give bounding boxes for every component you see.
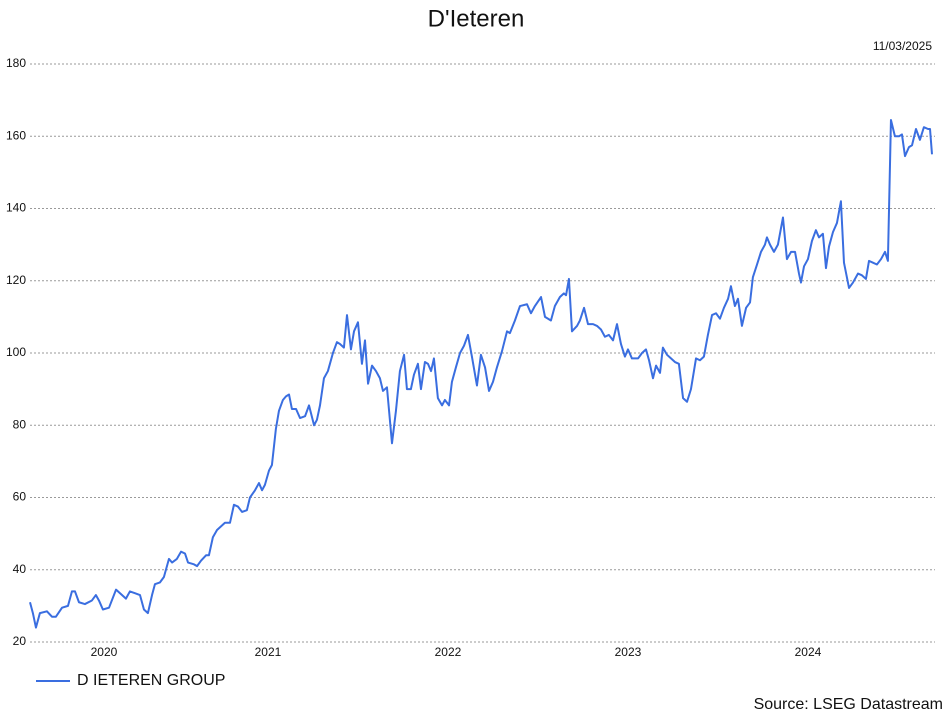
y-tick-label: 160: [6, 128, 26, 142]
y-tick-label: 20: [13, 634, 27, 648]
x-tick-label: 2022: [435, 645, 462, 659]
x-tick-label: 2024: [795, 645, 822, 659]
chart-title: D'Ieteren: [428, 5, 525, 32]
line-series: [29, 118, 933, 629]
y-tick-label: 40: [13, 562, 27, 576]
date-label: 11/03/2025: [873, 39, 932, 53]
x-tick-label: 2020: [91, 645, 118, 659]
legend-label: D IETEREN GROUP: [77, 672, 225, 689]
x-tick-label: 2021: [255, 645, 282, 659]
y-tick-label: 60: [13, 490, 27, 504]
y-tick-label: 120: [6, 273, 26, 287]
source-label: Source: LSEG Datastream: [754, 696, 943, 713]
y-tick-label: 80: [13, 417, 27, 431]
y-tick-label: 180: [6, 56, 26, 70]
y-tick-label: 100: [6, 345, 26, 359]
y-tick-label: 140: [6, 201, 26, 215]
x-tick-label: 2023: [615, 645, 642, 659]
